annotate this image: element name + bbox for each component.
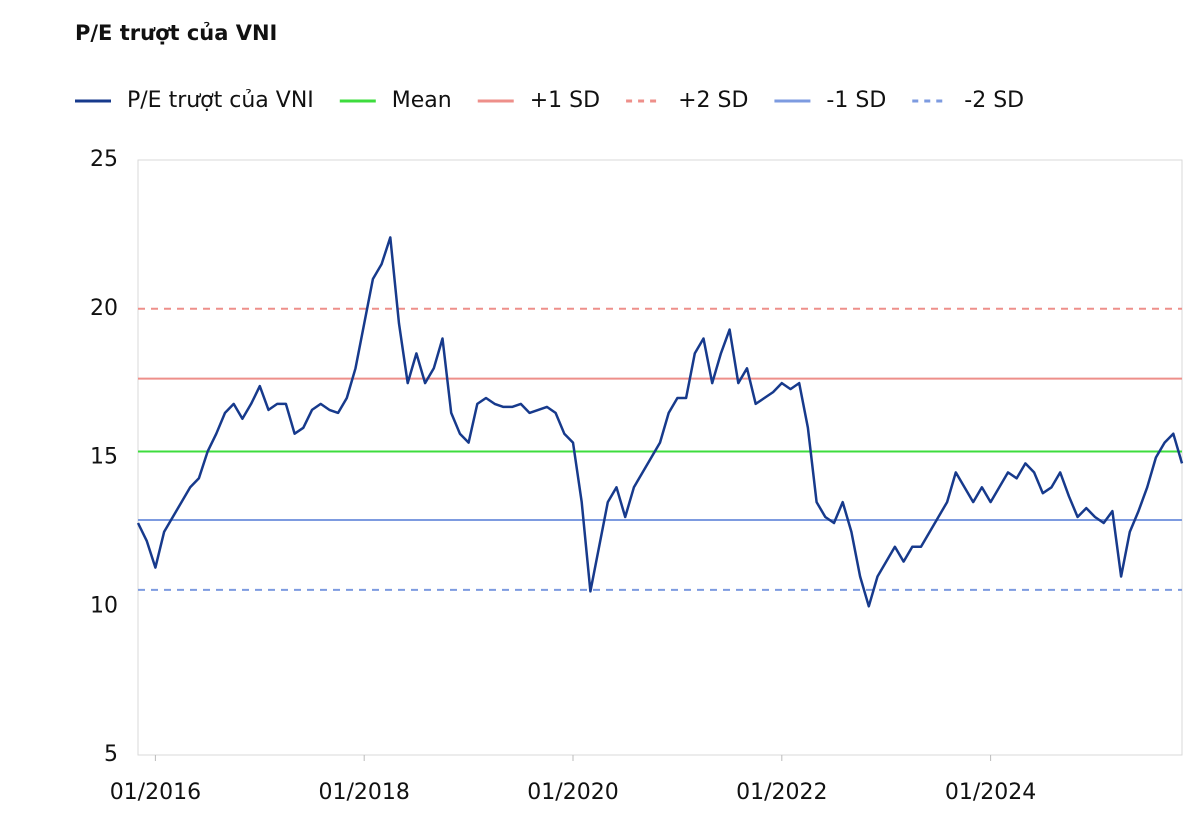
y-tick-label: 10 — [90, 593, 118, 618]
y-tick-label: 5 — [104, 742, 118, 767]
legend-label: P/E trượt của VNI — [127, 88, 314, 113]
legend-label: -2 SD — [964, 88, 1024, 113]
legend-label: -1 SD — [826, 88, 886, 113]
x-tick-label: 01/2024 — [945, 780, 1036, 805]
plot-frame — [137, 159, 1183, 756]
data-line — [136, 236, 1184, 608]
x-tick-label: 01/2022 — [736, 780, 827, 805]
y-tick-label: 25 — [90, 147, 118, 172]
legend-label: Mean — [392, 88, 452, 113]
legend-label: +1 SD — [530, 88, 600, 113]
legend-label: +2 SD — [678, 88, 748, 113]
x-tick-label: 01/2016 — [110, 780, 201, 805]
x-tick-label: 01/2020 — [527, 780, 618, 805]
x-tick-label: 01/2018 — [318, 780, 409, 805]
y-tick-label: 20 — [90, 296, 118, 321]
y-tick-label: 15 — [90, 445, 118, 470]
chart-title: P/E trượt của VNI — [75, 21, 277, 45]
